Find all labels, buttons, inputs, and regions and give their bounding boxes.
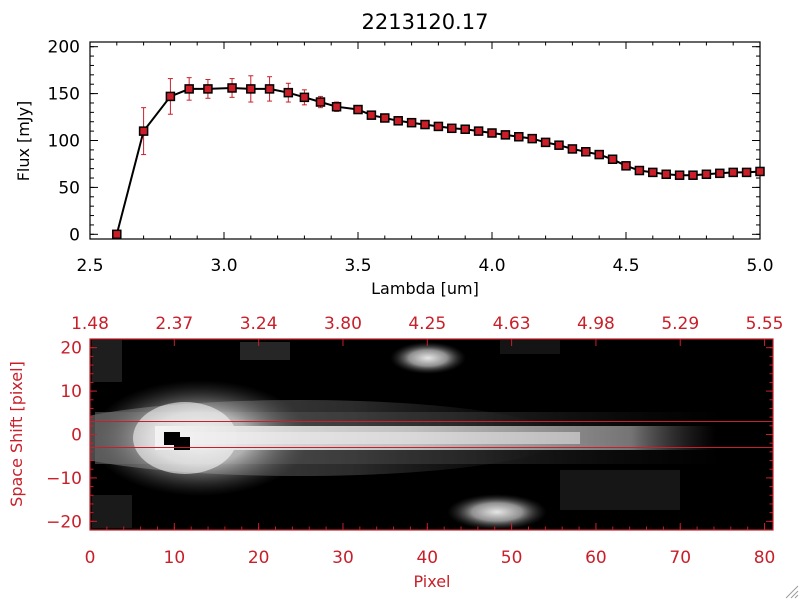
data-point	[366, 110, 377, 120]
x-ticks: 0 10 20 30 40 50 60 70 80	[85, 523, 776, 568]
data-point	[527, 133, 537, 144]
wavelength-tick-label: 5.55	[746, 314, 784, 334]
spectrum-image	[90, 339, 773, 530]
x-tick-label: 50	[501, 548, 523, 568]
y-ticks: 0 50 100 150 200	[48, 38, 760, 245]
x-axis-label: Pixel	[413, 572, 450, 591]
y-ticks: −20 −10 0 10 20	[46, 339, 773, 532]
data-point	[264, 84, 275, 94]
x-tick-label: 4.5	[612, 256, 639, 276]
y-tick-label: 150	[48, 85, 80, 105]
x-tick-label: 3.5	[344, 256, 371, 276]
data-point	[299, 92, 310, 103]
chart-title: 2213120.17	[362, 10, 489, 34]
y-tick-label: 200	[48, 38, 80, 58]
y-tick-label: −10	[46, 469, 82, 489]
plot-frame	[89, 41, 761, 240]
y-axis-label: Flux [mJy]	[14, 101, 33, 182]
data-point	[283, 87, 294, 98]
data-point	[112, 229, 122, 240]
y-tick-label: 50	[58, 178, 80, 198]
data-point	[246, 84, 256, 94]
wavelength-tick-label: 4.25	[408, 314, 446, 334]
data-point	[331, 101, 342, 112]
data-point	[500, 130, 511, 140]
data-point	[203, 84, 213, 94]
y-tick-label: 100	[48, 132, 80, 152]
data-point	[567, 144, 578, 154]
data-point	[473, 126, 484, 136]
data-point	[138, 126, 149, 136]
data-point	[315, 97, 326, 107]
wavelength-ticks: 1.48 2.37 3.24 3.80 4.25 4.63 4.98 5.29 5.55	[71, 314, 783, 346]
data-point	[554, 140, 564, 150]
data-point	[420, 119, 430, 130]
data-point	[701, 169, 712, 180]
data-point	[688, 170, 698, 180]
x-tick-label: 60	[585, 548, 607, 568]
x-tick-label: 70	[669, 548, 691, 568]
y-tick-label: −20	[46, 512, 82, 532]
x-tick-label: 2.5	[76, 256, 103, 276]
data-point	[227, 83, 237, 93]
y-tick-label: 10	[60, 382, 82, 402]
data-point	[460, 124, 470, 134]
resize-grip-icon[interactable]	[785, 585, 799, 599]
x-tick-label: 3.0	[210, 256, 237, 276]
data-point	[447, 123, 457, 134]
x-tick-label: 10	[164, 548, 186, 568]
data-point	[607, 154, 618, 165]
x-tick-label: 4.0	[478, 256, 505, 276]
data-point	[487, 128, 497, 138]
series-line	[115, 86, 761, 235]
data-point	[621, 161, 631, 171]
data-point	[581, 147, 591, 157]
y-tick-label: 0	[71, 426, 82, 446]
x-tick-label: 30	[332, 548, 354, 568]
x-ticks: 2.5 3.0 3.5 4.0 4.5 5.0	[76, 42, 774, 276]
data-point	[433, 121, 444, 132]
data-point	[715, 168, 725, 179]
data-markers	[112, 83, 765, 240]
data-point	[728, 167, 738, 178]
wavelength-tick-label: 5.29	[661, 314, 699, 334]
data-point	[741, 167, 752, 178]
data-point	[353, 104, 363, 115]
wavelength-tick-label: 4.63	[493, 314, 531, 334]
x-tick-label: 80	[754, 548, 776, 568]
data-point	[406, 117, 417, 128]
spectrum-plot: 2213120.17 2.5 3.0 3.5 4.0 4.5 5.0 0501001502…	[14, 10, 774, 298]
data-point	[380, 113, 390, 123]
y-tick-label: 20	[60, 339, 82, 359]
wavelength-tick-label: 3.24	[240, 314, 278, 334]
spectral-image-plot: 0 10 20 30 40 50 60 70 80 −20 −10 0 10 20 1.48 2.37 3.…	[7, 314, 783, 591]
data-point	[184, 84, 194, 94]
y-axis-label: Space Shift [pixel]	[7, 361, 26, 507]
data-point	[165, 91, 176, 102]
data-point	[755, 166, 765, 177]
data-point	[594, 149, 604, 160]
data-point	[634, 165, 645, 176]
x-tick-label: 5.0	[746, 256, 773, 276]
x-tick-label: 0	[85, 548, 96, 568]
data-point	[648, 167, 658, 178]
data-point	[661, 169, 671, 180]
y-tick-label: 0	[69, 225, 80, 245]
wavelength-tick-label: 3.80	[324, 314, 362, 334]
data-point	[393, 116, 403, 126]
data-point	[514, 131, 524, 142]
data-point	[540, 137, 551, 148]
x-axis-label: Lambda [um]	[371, 279, 479, 298]
wavelength-tick-label: 1.48	[71, 314, 109, 334]
data-point	[674, 170, 685, 180]
x-tick-label: 20	[248, 548, 270, 568]
wavelength-tick-label: 2.37	[155, 314, 193, 334]
wavelength-tick-label: 4.98	[577, 314, 615, 334]
x-tick-label: 40	[416, 548, 438, 568]
